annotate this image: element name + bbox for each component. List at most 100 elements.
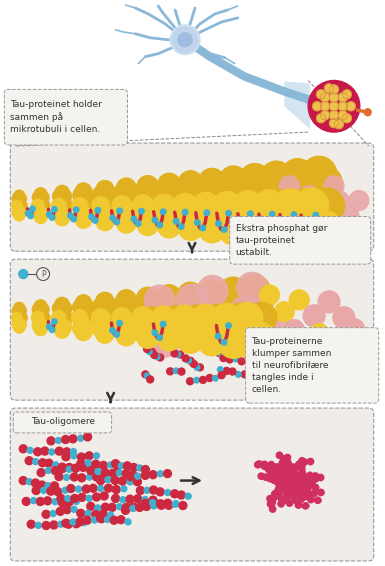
Circle shape [140, 321, 162, 342]
Circle shape [285, 478, 292, 484]
Circle shape [16, 200, 27, 211]
Circle shape [52, 311, 66, 325]
Circle shape [283, 493, 290, 499]
Circle shape [112, 486, 120, 494]
Circle shape [11, 312, 22, 323]
Circle shape [81, 520, 87, 526]
Circle shape [285, 489, 291, 496]
Circle shape [213, 375, 218, 381]
Circle shape [63, 448, 71, 456]
Circle shape [278, 500, 284, 507]
Circle shape [238, 358, 245, 365]
Circle shape [289, 357, 295, 362]
Circle shape [114, 219, 119, 225]
Circle shape [248, 211, 253, 216]
Circle shape [267, 501, 274, 507]
Circle shape [116, 470, 122, 476]
Circle shape [78, 494, 86, 501]
Circle shape [57, 208, 72, 222]
Circle shape [309, 324, 329, 344]
Circle shape [92, 517, 97, 523]
Circle shape [280, 469, 286, 475]
Circle shape [258, 473, 264, 479]
FancyBboxPatch shape [230, 216, 371, 264]
Circle shape [244, 283, 275, 314]
Circle shape [58, 521, 64, 527]
Circle shape [285, 460, 291, 466]
Circle shape [253, 190, 285, 221]
Circle shape [286, 477, 292, 483]
Circle shape [259, 285, 280, 305]
Circle shape [139, 208, 144, 214]
Circle shape [292, 497, 299, 503]
Circle shape [289, 189, 322, 222]
Circle shape [15, 319, 27, 330]
Circle shape [292, 474, 298, 481]
Circle shape [294, 188, 329, 223]
Circle shape [100, 474, 108, 482]
Circle shape [164, 470, 171, 478]
Circle shape [299, 457, 305, 464]
Circle shape [99, 461, 107, 469]
Circle shape [275, 302, 294, 321]
Circle shape [19, 477, 27, 484]
Circle shape [12, 305, 23, 316]
Circle shape [34, 188, 47, 200]
Circle shape [282, 342, 288, 348]
Circle shape [219, 351, 224, 357]
Circle shape [194, 220, 200, 225]
Circle shape [57, 189, 72, 204]
Circle shape [292, 481, 299, 487]
Circle shape [198, 329, 225, 356]
Circle shape [114, 462, 122, 470]
Circle shape [285, 479, 291, 485]
Circle shape [152, 306, 176, 329]
Circle shape [55, 438, 62, 443]
Circle shape [19, 269, 28, 278]
Circle shape [226, 191, 254, 220]
Circle shape [47, 437, 55, 445]
Circle shape [199, 169, 225, 195]
Circle shape [85, 511, 91, 516]
Circle shape [309, 478, 316, 484]
Circle shape [233, 191, 263, 221]
FancyBboxPatch shape [13, 412, 112, 433]
Circle shape [182, 355, 189, 362]
Circle shape [94, 453, 99, 458]
Circle shape [323, 358, 329, 363]
Circle shape [76, 518, 84, 526]
Circle shape [12, 207, 23, 218]
Circle shape [134, 181, 155, 203]
Circle shape [212, 303, 241, 332]
Circle shape [182, 289, 207, 314]
Circle shape [32, 199, 44, 212]
Circle shape [15, 193, 27, 204]
Circle shape [14, 190, 25, 201]
Circle shape [117, 178, 136, 198]
Circle shape [77, 453, 85, 461]
Circle shape [226, 211, 231, 216]
Circle shape [67, 484, 75, 492]
Circle shape [263, 474, 269, 481]
Circle shape [216, 350, 223, 357]
Circle shape [218, 372, 225, 379]
Circle shape [79, 464, 87, 471]
Circle shape [330, 102, 338, 111]
Circle shape [299, 340, 319, 359]
Circle shape [149, 349, 156, 355]
Circle shape [57, 495, 65, 503]
Circle shape [47, 212, 52, 217]
Circle shape [62, 453, 70, 461]
Circle shape [267, 495, 273, 502]
Circle shape [287, 482, 294, 488]
Circle shape [141, 181, 162, 203]
Circle shape [286, 168, 320, 201]
Circle shape [338, 93, 347, 102]
Circle shape [137, 327, 158, 348]
Circle shape [324, 176, 344, 196]
Circle shape [289, 290, 309, 310]
Text: Tau-proteinerne
klumper sammen
til neurofibriłære
tangles inde i
cellen.: Tau-proteinerne klumper sammen til neuro… [251, 337, 331, 393]
Circle shape [87, 474, 92, 480]
Circle shape [286, 489, 293, 495]
Circle shape [276, 341, 283, 348]
